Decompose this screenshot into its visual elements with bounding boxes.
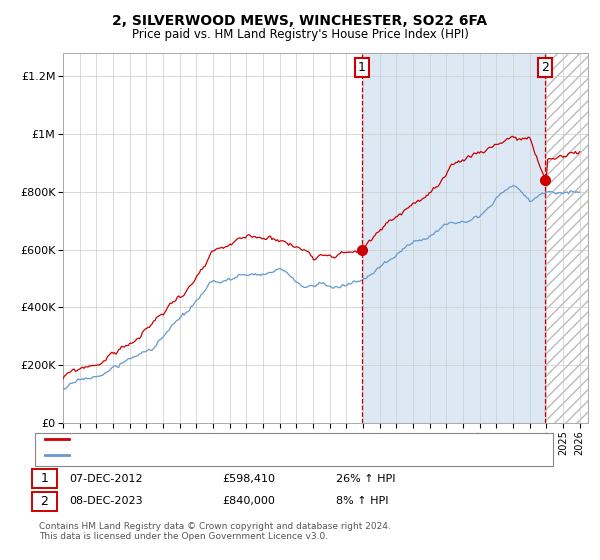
Text: 2, SILVERWOOD MEWS, WINCHESTER, SO22 6FA (detached house): 2, SILVERWOOD MEWS, WINCHESTER, SO22 6FA… (75, 435, 421, 444)
Text: Contains HM Land Registry data © Crown copyright and database right 2024.
This d: Contains HM Land Registry data © Crown c… (39, 522, 391, 542)
Text: Price paid vs. HM Land Registry's House Price Index (HPI): Price paid vs. HM Land Registry's House … (131, 28, 469, 41)
Text: £840,000: £840,000 (222, 496, 275, 506)
Text: 1: 1 (40, 472, 49, 486)
Text: HPI: Average price, detached house, Winchester: HPI: Average price, detached house, Winc… (75, 450, 326, 460)
Text: 2, SILVERWOOD MEWS, WINCHESTER, SO22 6FA: 2, SILVERWOOD MEWS, WINCHESTER, SO22 6FA (112, 14, 488, 28)
Text: 1: 1 (358, 61, 365, 74)
Text: 07-DEC-2012: 07-DEC-2012 (69, 474, 143, 484)
Text: £598,410: £598,410 (222, 474, 275, 484)
Bar (545, 53, 588, 423)
Text: 8% ↑ HPI: 8% ↑ HPI (336, 496, 389, 506)
Text: 2: 2 (541, 61, 549, 74)
Text: 08-DEC-2023: 08-DEC-2023 (69, 496, 143, 506)
Text: 2: 2 (40, 494, 49, 508)
Text: 26% ↑ HPI: 26% ↑ HPI (336, 474, 395, 484)
Bar (545, 53, 588, 423)
Bar (362, 53, 545, 423)
